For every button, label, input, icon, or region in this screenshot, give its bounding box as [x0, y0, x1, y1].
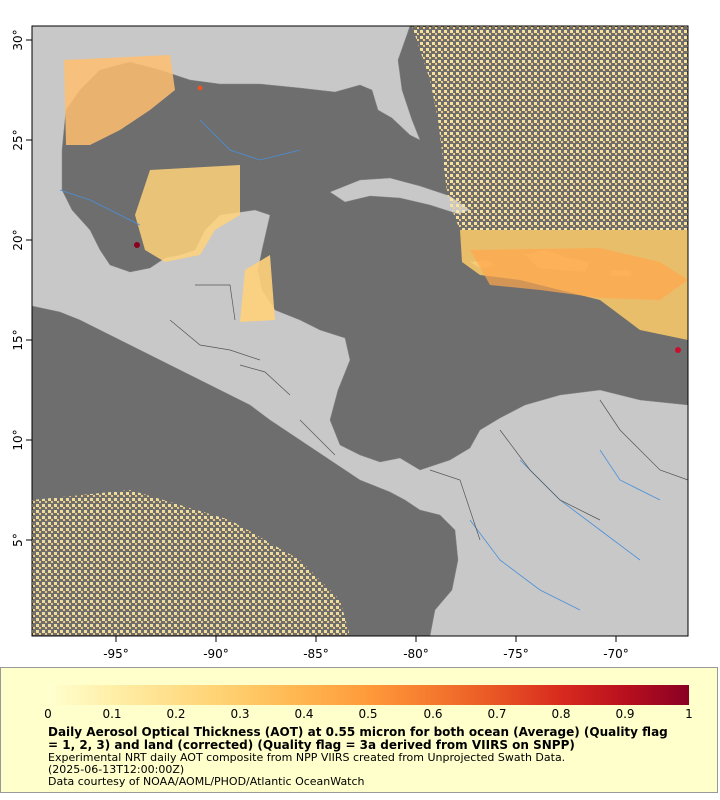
colorbar-label: 0.7 [487, 707, 507, 721]
legend-note-credit: Data courtesy of NOAA/AOML/PHOD/Atlantic… [48, 775, 365, 788]
colorbar-label: 0.8 [551, 707, 571, 721]
lon-tick-label: -70° [603, 647, 629, 660]
legend-note-date: (2025-06-13T12:00:00Z) [48, 763, 185, 776]
map-border [31, 25, 689, 637]
lat-ticks: 30° 25° 20° 15° 10° 5° [11, 29, 32, 547]
lon-ticks: -95° -90° -85° -80° -75° -70° [103, 636, 629, 660]
map-frame: -95° -90° -85° -80° -75° -70° 30° 25° 20… [11, 25, 689, 660]
colorbar-label: 0.1 [102, 707, 122, 721]
legend-panel: 0 0.1 0.2 0.3 0.4 0.5 0.6 0.7 0.8 0.9 1 … [0, 667, 718, 793]
lon-tick-label: -75° [503, 647, 529, 660]
colorbar-label: 0.5 [358, 707, 378, 721]
lat-tick-label: 20° [11, 229, 25, 250]
lon-tick-label: -85° [303, 647, 329, 660]
map-svg: -95° -90° -85° -80° -75° -70° 30° 25° 20… [11, 25, 689, 660]
colorbar-label: 0.9 [615, 707, 635, 721]
colorbar-label: 1 [685, 707, 693, 721]
lon-tick-label: -90° [203, 647, 229, 660]
lat-tick-label: 30° [11, 29, 25, 50]
colorbar-label: 0.2 [166, 707, 186, 721]
legend-title: Daily Aerosol Optical Thickness (AOT) at… [48, 725, 668, 752]
legend-note-source: Experimental NRT daily AOT composite fro… [48, 751, 566, 764]
lat-tick-label: 25° [11, 129, 25, 150]
colorbar-label: 0.4 [294, 707, 314, 721]
lon-tick-label: -95° [103, 647, 129, 660]
colorbar [48, 685, 689, 705]
lat-tick-label: 15° [11, 329, 25, 350]
lat-tick-label: 10° [11, 429, 25, 450]
land-north-america [31, 25, 689, 637]
colorbar-label: 0.6 [423, 707, 443, 721]
colorbar-label: 0.3 [230, 707, 250, 721]
borders [169, 284, 689, 541]
lon-tick-label: -80° [403, 647, 429, 660]
colorbar-label: 0 [44, 707, 52, 721]
lat-tick-label: 5° [11, 533, 25, 547]
aot-overlay [32, 26, 688, 636]
